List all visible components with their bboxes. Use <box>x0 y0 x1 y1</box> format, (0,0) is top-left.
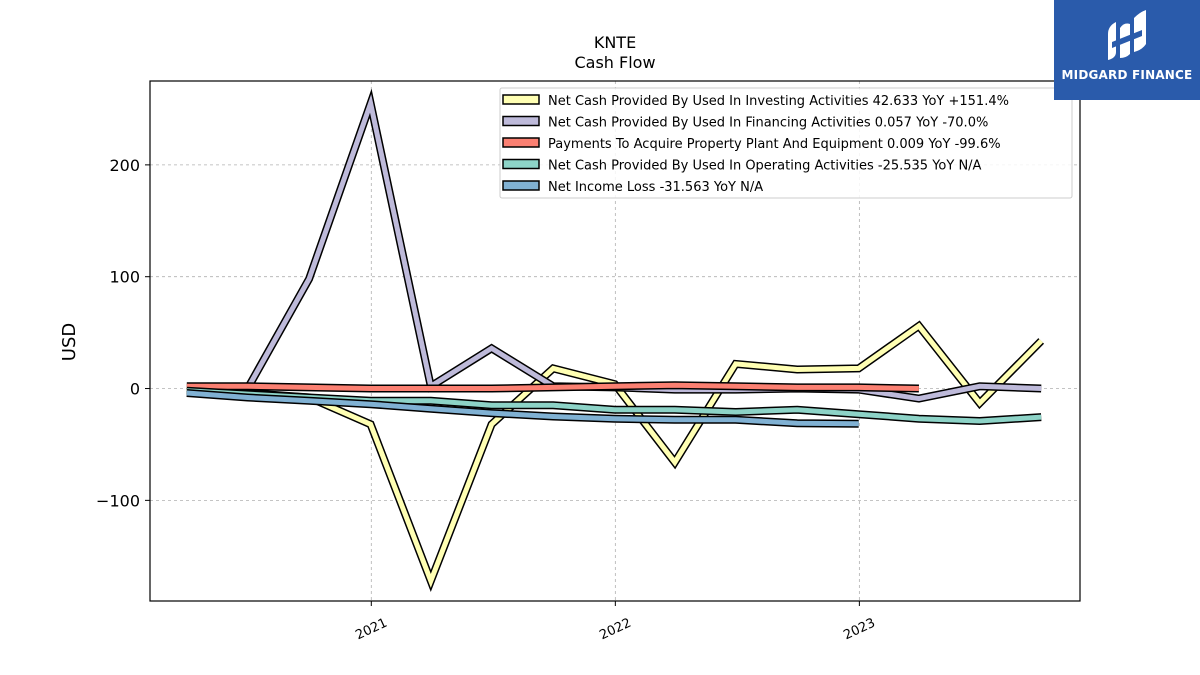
legend-entry-4: Net Income Loss -31.563 YoY N/A <box>548 180 763 195</box>
series-line-0 <box>186 322 1043 588</box>
legend-box <box>499 87 1073 199</box>
midgard-finance-logo: MIDGARD FINANCE <box>1054 0 1200 100</box>
axis-ticks: −100 0 100 200 2021 2022 2023 <box>96 156 878 643</box>
legend-entry-2: Payments To Acquire Property Plant And E… <box>548 137 1001 152</box>
legend-swatch-0 <box>502 94 540 105</box>
midgard-logo-icon <box>1108 10 1146 60</box>
legend-swatch-2 <box>502 137 540 148</box>
legend: Net Cash Provided By Used In Investing A… <box>499 87 1073 199</box>
series-line-4 <box>186 390 859 427</box>
y-tick-label: −100 <box>96 491 140 510</box>
y-axis-label: USD <box>59 323 80 361</box>
legend-swatch-4 <box>502 180 540 191</box>
x-tick-label: 2022 <box>597 616 633 644</box>
series-outline-0 <box>186 320 1045 592</box>
series-lines <box>186 88 1045 592</box>
legend-swatch-1 <box>502 115 540 127</box>
chart-subtitle: Cash Flow <box>574 53 655 72</box>
legend-entry-3: Net Cash Provided By Used In Operating A… <box>548 159 982 174</box>
y-tick-label: 200 <box>109 156 140 175</box>
legend-swatch-3 <box>502 158 540 170</box>
y-tick-label: 100 <box>109 268 140 287</box>
x-tick-label: 2023 <box>841 616 877 644</box>
logo-text: MIDGARD FINANCE <box>1061 68 1193 82</box>
legend-entry-1: Net Cash Provided By Used In Financing A… <box>548 116 988 131</box>
y-tick-label: 0 <box>130 380 140 399</box>
series-line-2 <box>186 382 919 391</box>
legend-entry-0: Net Cash Provided By Used In Investing A… <box>548 94 1009 109</box>
chart-title: KNTE <box>594 33 636 52</box>
x-tick-label: 2021 <box>353 616 389 644</box>
